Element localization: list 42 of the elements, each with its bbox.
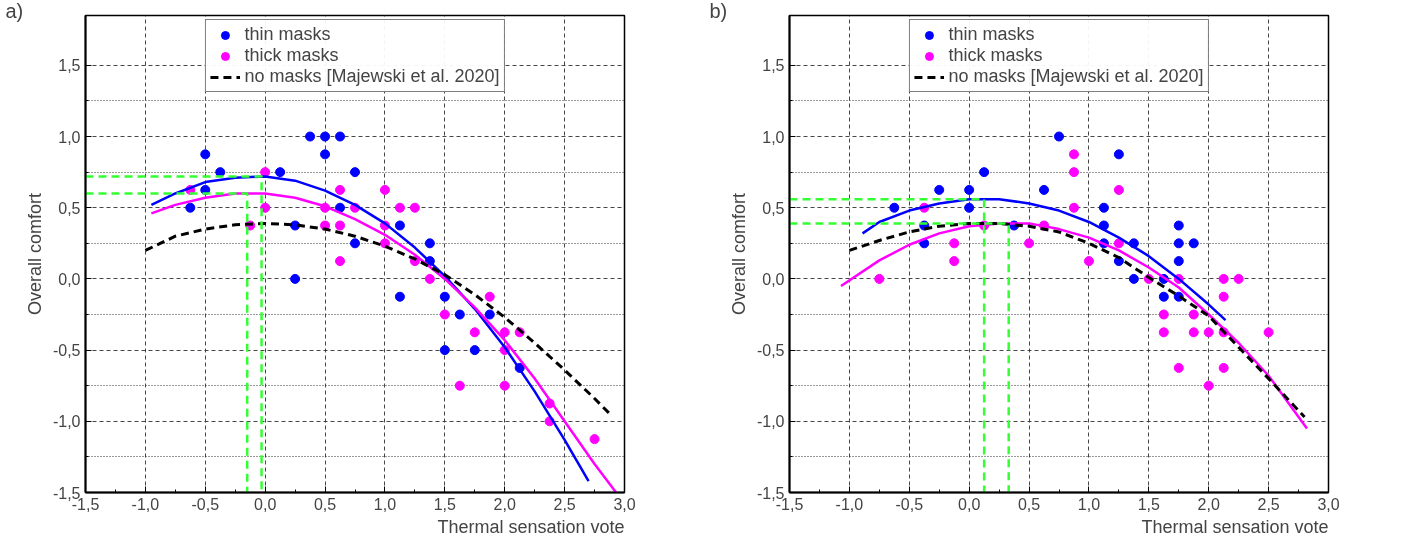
x-tick-label: 0,0 (254, 495, 277, 513)
x-tick-label: -1,0 (131, 495, 160, 513)
y-tick-label: 0,0 (762, 270, 785, 288)
y-axis-title: Overall comfort (728, 192, 749, 316)
x-tick-label: 0,5 (1017, 495, 1041, 513)
x-tick-label: -0,5 (895, 495, 924, 513)
y-tick-label: 1,0 (762, 128, 785, 146)
x-axis-title: Thermal sensation vote (437, 516, 625, 537)
x-tick-label: 1,5 (433, 495, 457, 513)
x-axis-title: Thermal sensation vote (1141, 516, 1329, 537)
x-tick-label: 2,5 (1257, 495, 1280, 513)
legend-label: thin masks (244, 24, 331, 45)
x-tick-label: 0,5 (313, 495, 337, 513)
y-tick-label: 0,5 (762, 199, 785, 217)
x-tick-label: 2,0 (493, 495, 516, 513)
legend-label: thick masks (244, 45, 339, 66)
y-tick-label: 1,5 (58, 57, 81, 75)
y-tick-label: -1,0 (52, 413, 81, 431)
x-tick-label: 2,5 (553, 495, 576, 513)
x-tick-label: 1,0 (373, 495, 397, 513)
chart-title: b) (709, 0, 728, 22)
chart-title: a) (5, 0, 24, 22)
legend-label: no masks [Majewski et al. 2020] (244, 66, 500, 87)
x-tick-label: 3,0 (1317, 495, 1340, 513)
y-tick-label: -0,5 (52, 342, 81, 360)
y-tick-label: -1,0 (756, 413, 785, 431)
x-tick-label: 1,0 (1077, 495, 1101, 513)
x-tick-label: 1,5 (1137, 495, 1161, 513)
x-tick-label: 2,0 (1197, 495, 1220, 513)
legend-label: thin masks (948, 24, 1035, 45)
y-tick-label: 1,0 (58, 128, 81, 146)
y-tick-label: 0,0 (58, 270, 81, 288)
y-axis-title: Overall comfort (24, 192, 45, 316)
x-tick-label: -0,5 (191, 495, 220, 513)
y-tick-label: 1,5 (762, 57, 785, 75)
x-tick-label: 3,0 (613, 495, 636, 513)
y-tick-label: 0,5 (58, 199, 81, 217)
legend-label: thick masks (948, 45, 1043, 66)
x-tick-label: -1,0 (835, 495, 864, 513)
y-tick-label: -0,5 (756, 342, 785, 360)
legend-label: no masks [Majewski et al. 2020] (948, 66, 1204, 87)
x-tick-label: 0,0 (958, 495, 981, 513)
